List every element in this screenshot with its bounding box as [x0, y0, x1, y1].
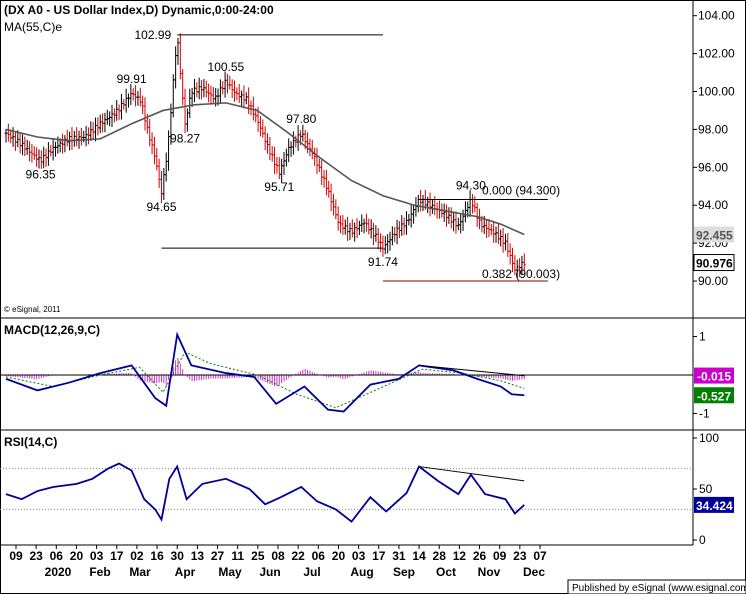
x-tick-day: 09	[9, 549, 23, 563]
price-annotation: 97.80	[286, 112, 316, 126]
price-annotation: 95.71	[264, 180, 294, 194]
macd-badge-text: -0.527	[697, 389, 731, 403]
x-axis: 09 23 06 20 03 17 02 16 30 13 27 11 25 08 22 06 20 03 17 31…	[9, 545, 547, 579]
rsi-line	[5, 462, 525, 523]
price-ytick-label: 90.00	[698, 274, 728, 288]
price-ytick-label: 94.00	[698, 198, 728, 212]
x-tick-day: 28	[433, 549, 447, 563]
macd-ytick-label: 1	[699, 330, 706, 344]
macd-pane: 1 -1 -0.015 -0.527	[0, 330, 734, 420]
x-tick-month: Jun	[259, 565, 280, 579]
price-ytick-label: 102.00	[698, 47, 735, 61]
x-tick-month: Apr	[175, 565, 196, 579]
x-tick-day: 03	[352, 549, 366, 563]
price-title: (DX A0 - US Dollar Index,D) Dynamic,0:00…	[4, 3, 274, 17]
price-ytick-label: 98.00	[698, 122, 728, 136]
price-ytick-label: 104.00	[698, 9, 735, 23]
x-tick-day: 13	[191, 549, 205, 563]
x-tick-day: 23	[29, 549, 43, 563]
x-tick-day: 06	[312, 549, 326, 563]
macd-ytick-label: -1	[699, 406, 710, 420]
price-annotation: 99.91	[117, 72, 147, 86]
price-annotation: 100.55	[208, 60, 245, 74]
rsi-ytick-label: 100	[699, 431, 719, 445]
x-tick-month: Aug	[350, 565, 373, 579]
x-tick-month: Dec	[523, 565, 545, 579]
x-tick-day: 12	[453, 549, 467, 563]
price-annotation: 0.382 (90.003)	[482, 267, 560, 281]
x-tick-month: Nov	[478, 565, 501, 579]
x-tick-month: Sep	[393, 565, 415, 579]
x-tick-month: 2020	[45, 565, 72, 579]
ma-badge-text: 92.455	[696, 229, 733, 243]
copyright: © eSignal, 2011	[4, 305, 61, 314]
last-close-badge-text: 90.976	[696, 257, 733, 271]
x-tick-day: 14	[412, 549, 426, 563]
price-annotation: 96.35	[26, 168, 56, 182]
rsi-badge	[694, 496, 734, 513]
macd-hist-badge	[694, 367, 734, 384]
macd-signal-line	[5, 351, 525, 409]
ma-badge	[694, 226, 734, 243]
x-tick-day: 26	[473, 549, 487, 563]
macd-hist-badge-text: -0.015	[697, 370, 731, 384]
price-annotation: 94.30	[456, 179, 486, 193]
price-ytick-label: 100.00	[698, 85, 735, 99]
x-tick-day: 02	[130, 549, 144, 563]
macd-title: MACD(12,26,9,C)	[4, 323, 100, 337]
price-annotation: 102.99	[134, 28, 171, 42]
x-tick-month: Oct	[436, 565, 456, 579]
x-tick-day: 27	[211, 549, 225, 563]
rsi-title: RSI(14,C)	[4, 435, 57, 449]
ma-label: MA(55,C)e	[4, 20, 62, 34]
price-annotation: 0.000 (94.300)	[482, 184, 560, 198]
x-tick-day: 06	[50, 549, 64, 563]
macd-trendline	[419, 364, 525, 377]
x-tick-day: 23	[513, 549, 527, 563]
macd-line	[5, 331, 525, 413]
x-tick-day: 17	[110, 549, 124, 563]
x-tick-day: 03	[90, 549, 104, 563]
price-pane: 90.0092.0094.0096.0098.00100.00102.00104…	[4, 9, 735, 288]
x-tick-day: 31	[392, 549, 406, 563]
x-tick-day: 16	[150, 549, 164, 563]
x-tick-month: May	[218, 565, 242, 579]
price-annotation: 94.65	[146, 200, 176, 214]
rsi-badge-text: 34.424	[696, 499, 733, 513]
x-tick-day: 07	[533, 549, 547, 563]
x-tick-day: 20	[70, 549, 84, 563]
x-tick-month: Mar	[129, 565, 151, 579]
rsi-ytick-label: 0	[699, 533, 706, 547]
x-tick-day: 22	[291, 549, 305, 563]
x-tick-day: 20	[332, 549, 346, 563]
macd-badge	[694, 387, 734, 404]
price-annotation: 98.27	[170, 131, 200, 145]
price-annotation: 91.74	[368, 255, 398, 269]
x-tick-month: Jul	[303, 565, 320, 579]
footer-text: Published by eSignal (www.esignal.com)	[572, 583, 746, 594]
footer-box	[567, 579, 746, 594]
last-close-badge	[693, 254, 735, 272]
x-tick-month: Feb	[89, 565, 110, 579]
rsi-ytick-label: 50	[699, 482, 713, 496]
x-tick-day: 25	[251, 549, 265, 563]
x-tick-day: 30	[171, 549, 185, 563]
x-tick-day: 09	[493, 549, 507, 563]
x-tick-day: 08	[271, 549, 285, 563]
x-tick-day: 11	[231, 549, 244, 563]
rsi-trendline	[418, 466, 525, 482]
x-tick-day: 17	[372, 549, 386, 563]
rsi-pane: 100 50 0 34.424	[0, 431, 734, 547]
price-ytick-label: 96.00	[698, 160, 728, 174]
ma-line	[5, 102, 525, 236]
